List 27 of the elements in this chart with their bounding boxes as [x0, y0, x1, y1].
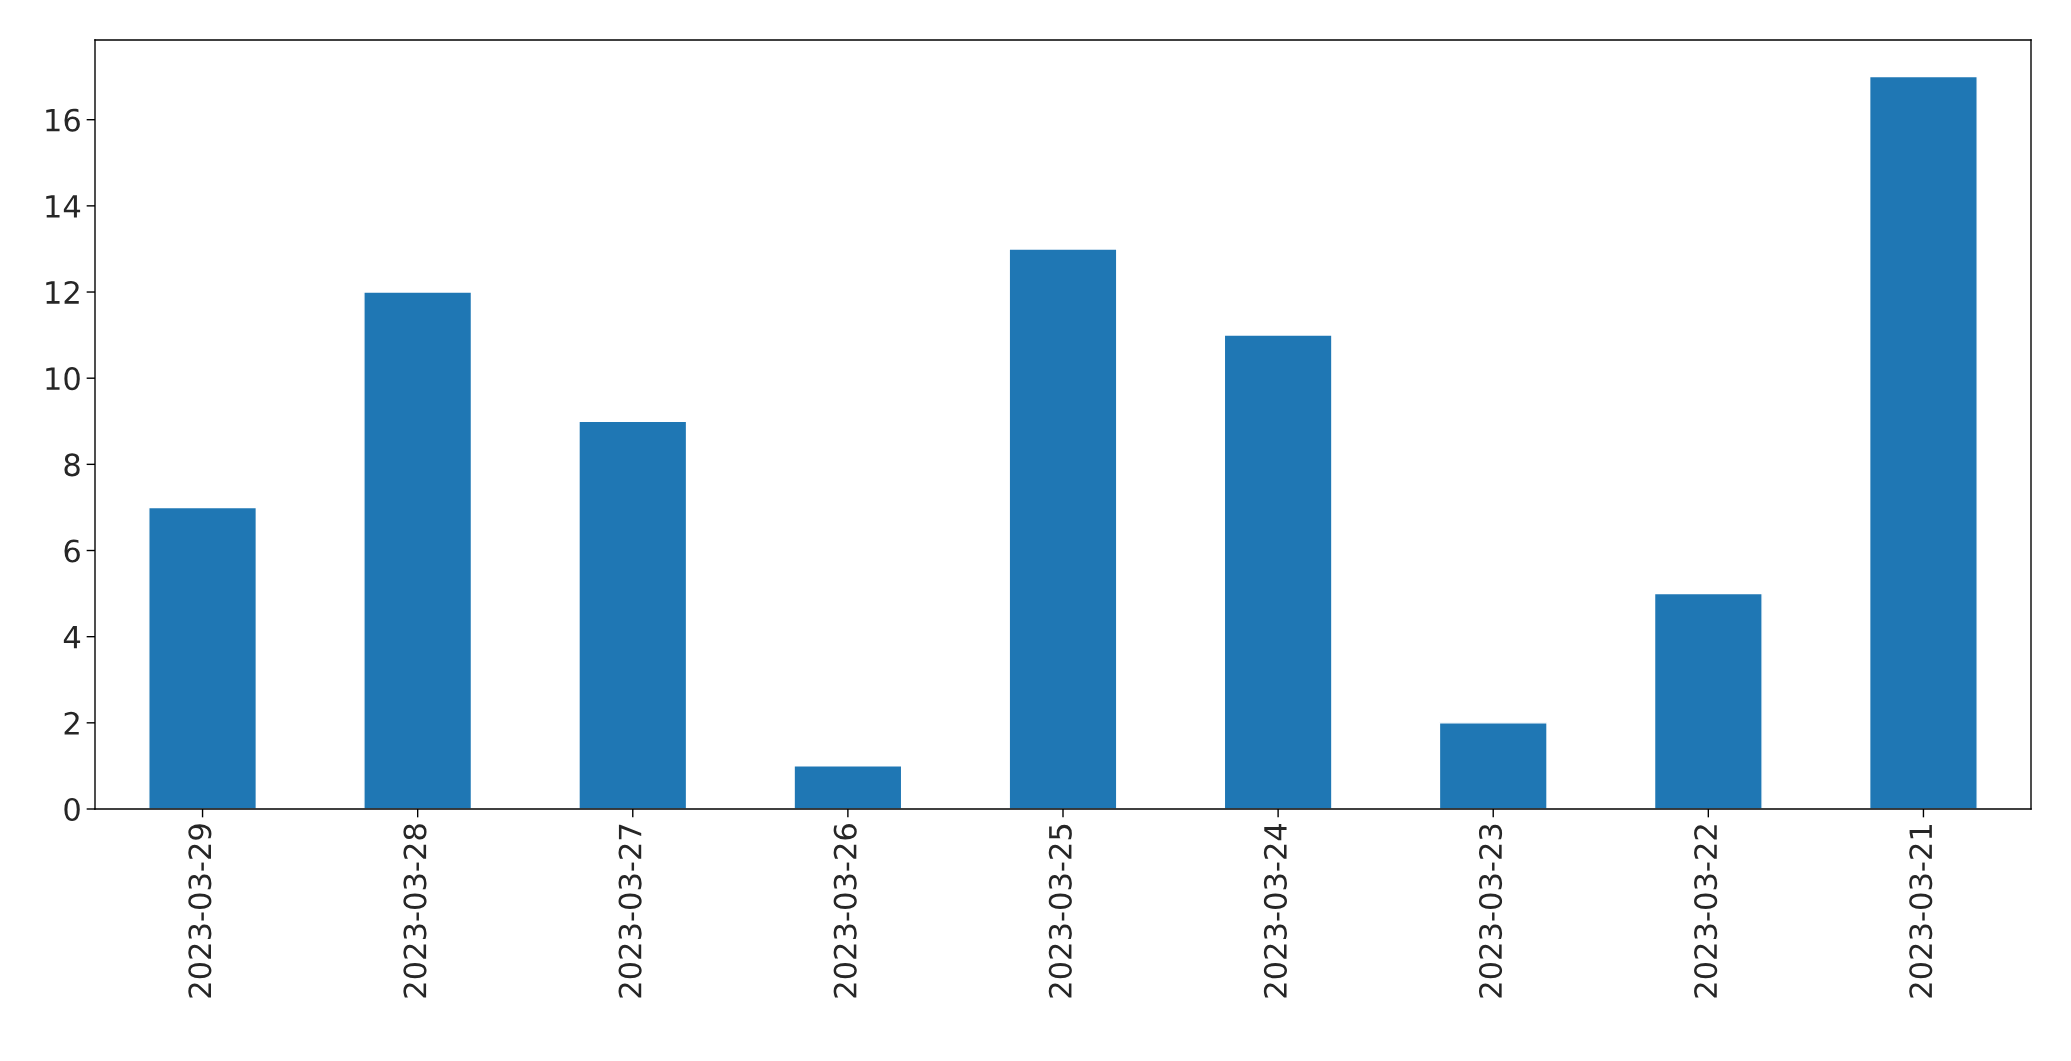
bar: [1438, 722, 1548, 809]
y-tick-label: 0: [64, 797, 80, 822]
y-tick-label: 6: [64, 539, 80, 563]
x-tick-label: 2023-03-25: [1048, 824, 1072, 998]
bar: [793, 765, 903, 809]
y-tick-label: 4: [63, 626, 81, 649]
x-tick-label: 2023-03-26: [833, 824, 857, 998]
bar: [363, 291, 473, 809]
bar: [1653, 592, 1763, 809]
x-tick-label: 2023-03-22: [1694, 825, 1718, 998]
y-tick-label: 16: [46, 108, 80, 132]
x-tick-label: 2023-03-27: [618, 824, 642, 998]
y-tick-label: 12: [46, 280, 79, 304]
x-tick-label: 2023-03-29: [188, 824, 212, 998]
x-tick-label: 2023-03-24: [1263, 823, 1287, 998]
y-tick-label: 14: [46, 195, 81, 218]
x-tick-label: 2023-03-28: [403, 824, 427, 998]
y-tick-label: 2: [64, 711, 79, 735]
y-tick-label: 10: [46, 367, 80, 391]
bar: [1008, 248, 1118, 809]
bar: [578, 420, 688, 809]
bar: [1868, 75, 1978, 809]
bar: [1223, 334, 1333, 809]
x-tick-label: 2023-03-23: [1478, 824, 1503, 998]
bar: [148, 506, 258, 809]
y-tick-label: 8: [64, 453, 80, 477]
x-tick-label: 2023-03-21: [1909, 825, 1933, 998]
